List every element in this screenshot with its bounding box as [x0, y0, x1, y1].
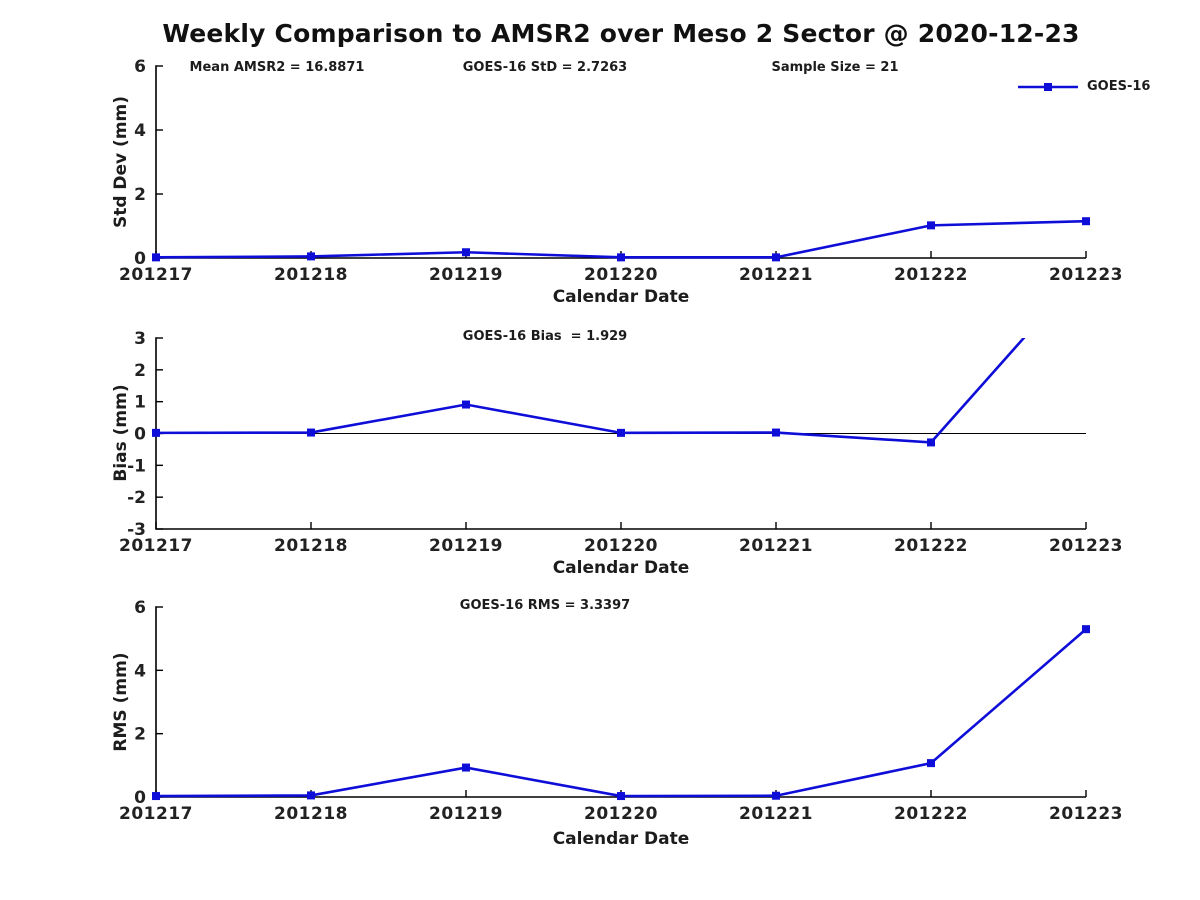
data-marker [152, 792, 160, 801]
y-tick-label: 2 [134, 185, 146, 205]
data-marker [772, 253, 780, 262]
legend-label: GOES-16 [1087, 79, 1151, 94]
y-tick-label: 1 [134, 393, 146, 413]
data-marker [927, 759, 935, 768]
data-marker [152, 253, 160, 262]
x-tick-label: 201219 [429, 265, 503, 285]
y-tick-label: 6 [134, 57, 146, 77]
data-marker [152, 428, 160, 437]
y-tick-label: 0 [134, 788, 146, 808]
data-marker [307, 428, 315, 437]
data-marker [307, 791, 315, 800]
x-tick-label: 201220 [584, 536, 658, 556]
data-line [155, 338, 1026, 444]
xlabel-bias: Calendar Date [552, 558, 690, 578]
data-line [155, 628, 1087, 798]
stat-mean-amsr2: Mean AMSR2 = 16.8871 [189, 60, 365, 75]
y-tick-label: 2 [134, 361, 146, 381]
data-marker [927, 221, 935, 230]
x-tick-label: 201222 [894, 265, 968, 285]
x-tick-label: 201221 [739, 536, 813, 556]
stat-sample-size: Sample Size = 21 [771, 60, 899, 75]
xlabel-rms: Calendar Date [552, 829, 690, 849]
axis-line [155, 65, 1086, 259]
x-tick-label: 201218 [274, 536, 348, 556]
y-tick-label: -3 [127, 520, 146, 540]
y-tick-label: 6 [134, 598, 146, 618]
stat-goes16-std: GOES-16 StD = 2.7263 [462, 60, 628, 75]
x-tick-label: 201219 [429, 536, 503, 556]
legend-line-sample-icon [1018, 82, 1078, 91]
x-tick-label: 201218 [274, 265, 348, 285]
data-marker [1082, 625, 1090, 634]
data-marker [772, 791, 780, 800]
xlabel-stddev: Calendar Date [552, 287, 690, 307]
data-marker [617, 792, 625, 801]
data-marker [772, 428, 780, 437]
subplot-3: 0 2 4 6 201217 201218 201219 201220 201221 201222… [119, 598, 1123, 824]
x-tick-label: 201220 [584, 265, 658, 285]
y-tick-label: 0 [134, 425, 146, 445]
data-marker [462, 763, 470, 772]
x-tick-label: 201223 [1049, 536, 1123, 556]
data-marker [462, 400, 470, 409]
axis-line [155, 606, 1086, 798]
subplot-1: 0 2 4 6 201217 201218 201219 201220 201221 201222… [119, 57, 1123, 285]
legend-marker-icon [1044, 82, 1052, 91]
x-tick-label: 201218 [274, 804, 348, 824]
x-tick-label: 201221 [739, 265, 813, 285]
data-marker [1082, 217, 1090, 226]
x-tick-label: 201222 [894, 536, 968, 556]
x-tick-label: 201219 [429, 804, 503, 824]
x-tick-label: 201217 [119, 536, 193, 556]
y-tick-label: 2 [134, 725, 146, 745]
bias-annotation: GOES-16 Bias = 1.929 [462, 329, 628, 344]
chart-title: Weekly Comparison to AMSR2 over Meso 2 S… [162, 19, 1080, 48]
legend: GOES-16 [1016, 79, 1150, 94]
x-tick-label: 201223 [1049, 804, 1123, 824]
y-tick-label: 0 [134, 249, 146, 269]
y-tick-label: 4 [134, 661, 146, 681]
data-marker [617, 428, 625, 437]
y-tick-label: 4 [134, 121, 146, 141]
data-marker [307, 252, 315, 261]
x-tick-label: 201221 [739, 804, 813, 824]
data-marker [927, 438, 935, 447]
x-tick-label: 201223 [1049, 265, 1123, 285]
x-tick-label: 201217 [119, 265, 193, 285]
x-tick-label: 201220 [584, 804, 658, 824]
data-marker [462, 248, 470, 257]
y-tick-label: -1 [127, 456, 146, 476]
rms-annotation: GOES-16 RMS = 3.3397 [459, 598, 631, 613]
y-tick-label: -2 [127, 488, 146, 508]
y-tick-label: 3 [134, 329, 146, 349]
data-marker [617, 253, 625, 262]
x-tick-label: 201217 [119, 804, 193, 824]
x-tick-label: 201222 [894, 804, 968, 824]
